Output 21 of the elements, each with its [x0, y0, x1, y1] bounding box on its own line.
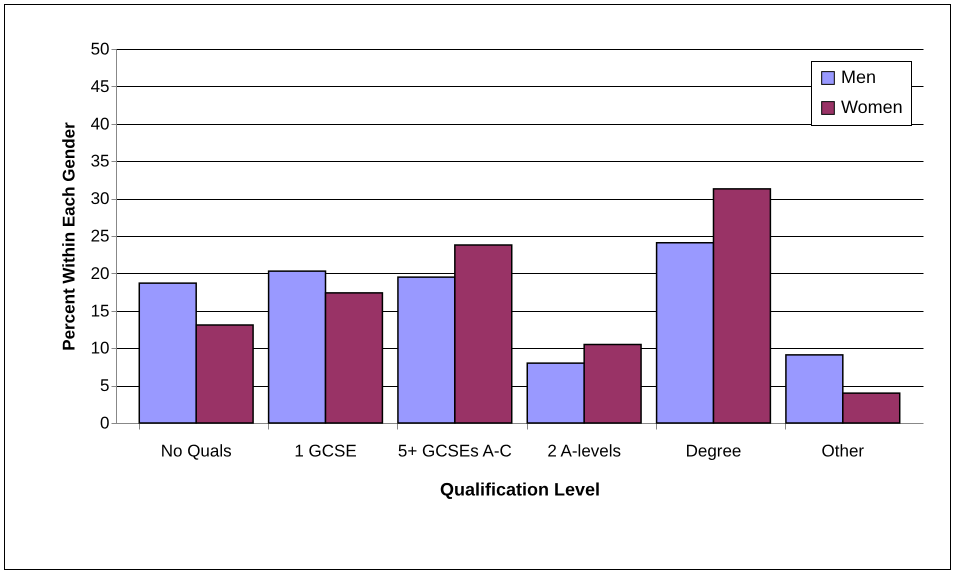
y-tick-label: 35 [90, 152, 110, 171]
y-tick-label: 5 [100, 376, 110, 396]
x-tick-label: Other [822, 442, 864, 460]
x-axis-title: Qualification Level [440, 480, 600, 500]
y-tick-label: 25 [90, 226, 110, 246]
y-tick-label: 15 [90, 301, 110, 320]
y-tick-label: 0 [100, 414, 110, 432]
x-tick-label: 1 GCSE [294, 442, 357, 460]
x-tick-label: 2 A-levels [547, 442, 622, 460]
y-tick-label: 45 [90, 76, 110, 96]
x-tick-label: Degree [686, 442, 742, 460]
y-tick-label: 50 [90, 40, 110, 58]
legend-label: Women [841, 97, 903, 117]
legend-label: Men [841, 67, 876, 87]
y-axis-title: Percent Within Each Gender [60, 122, 79, 351]
y-tick-label: 20 [90, 264, 110, 283]
y-tick-label: 30 [90, 189, 110, 208]
y-tick-label: 10 [90, 338, 110, 358]
y-tick-label: 40 [90, 114, 110, 134]
x-tick-label: No Quals [160, 442, 232, 460]
x-tick-label: 5+ GCSEs A-C [398, 442, 512, 460]
